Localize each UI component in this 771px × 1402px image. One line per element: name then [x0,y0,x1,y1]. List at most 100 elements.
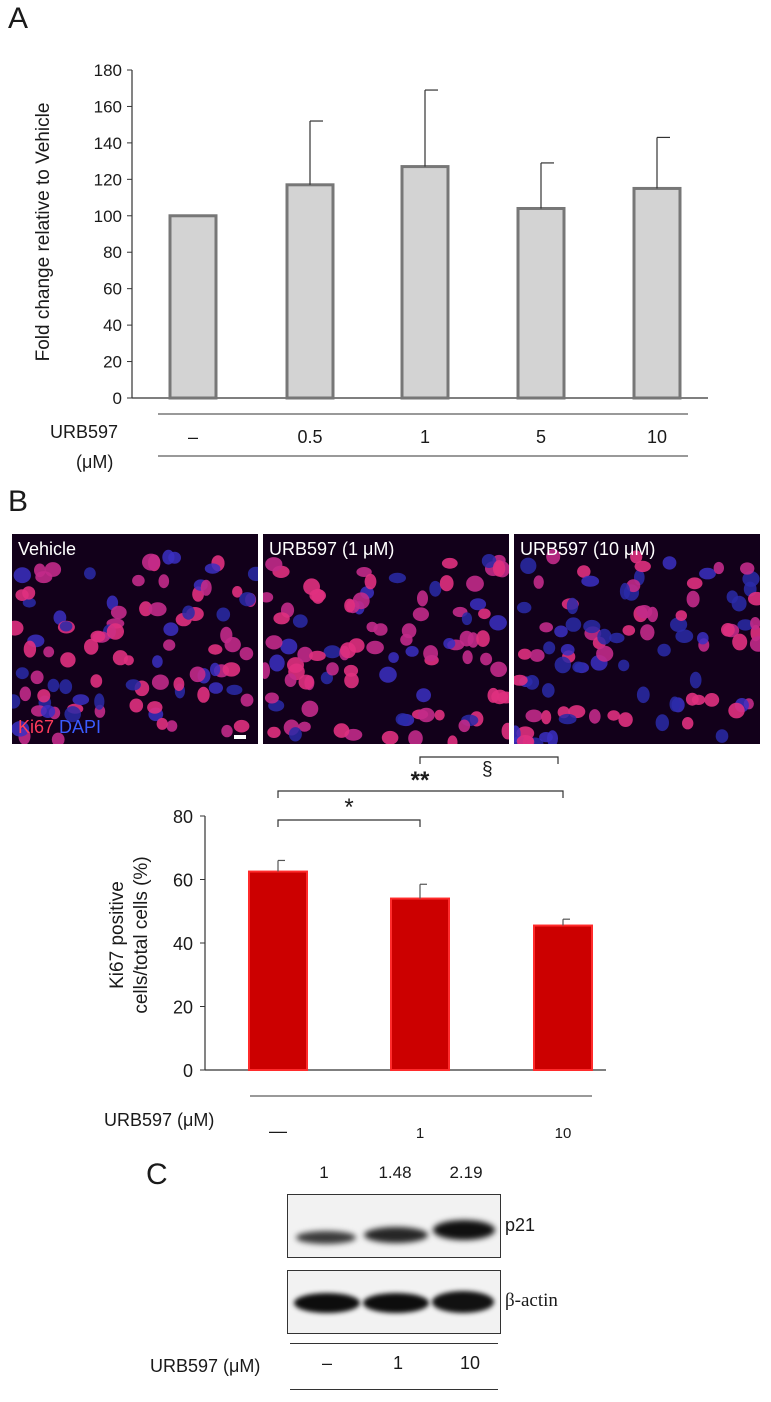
ki67-nucleus [129,698,144,713]
lane-label-3: 10 [459,1353,481,1373]
band-actin-lane1 [294,1293,360,1313]
ki67-nucleus [148,602,167,617]
dapi-nucleus [59,679,73,695]
ki67-nucleus [439,575,454,592]
ki67-nucleus [686,577,703,590]
ki67-nucleus [240,693,254,707]
dapi-nucleus [22,597,36,608]
dapi-nucleus [581,575,600,587]
ki67-nucleus [466,575,484,592]
ki67-nucleus [462,650,473,665]
dapi-nucleus [40,705,56,718]
ki67-nucleus [713,561,724,575]
ki67-nucleus [596,645,614,662]
ki67-nucleus [60,652,76,668]
ki67-nucleus [478,608,491,620]
dapi-nucleus [542,683,555,698]
dapi-nucleus [204,563,221,574]
ki67-nucleus [541,710,552,725]
ki67-nucleus [546,548,561,565]
ki67-nucleus [221,724,233,738]
stain-legend: Ki67 DAPI [18,717,101,738]
dapi-nucleus [12,694,21,709]
ki67-nucleus [30,670,44,685]
ki67-nucleus [501,722,509,740]
dapi-nucleus [323,645,341,659]
ki67-nucleus [297,646,313,663]
dapi-nucleus [53,610,67,625]
lane-label-1: – [321,1353,332,1373]
dapi-nucleus [597,628,612,645]
ki67-nucleus [487,687,500,703]
ki67-nucleus [163,639,176,651]
ki67-nucleus [533,575,544,589]
ki67-nucleus [208,644,223,655]
y-tick-label-a: 100 [94,207,122,226]
ki67-nucleus [19,686,31,702]
dapi-nucleus [715,729,729,743]
ki67-nucleus [222,662,241,677]
ki67-nucleus [514,674,528,686]
ki67-nucleus [408,730,423,744]
ki67-nucleus [476,630,490,647]
significance-label: * [344,794,353,821]
ki67-nucleus [139,601,153,617]
x-tick-label-b: — [269,1121,287,1141]
dapi-nucleus [543,641,556,655]
ki67-nucleus [381,730,399,744]
x-tick-label-b: 1 [416,1125,424,1142]
treatment-label-a: URB597 [50,422,119,442]
dapi-nucleus [689,671,702,689]
dapi-nucleus [560,644,575,656]
ki67-nucleus [344,672,359,689]
dapi-nucleus [609,632,625,644]
micrograph-label-urb-10: URB597 (10 μM) [520,539,656,559]
ki67-nucleus [417,707,435,723]
lane-rule-top [290,1343,498,1344]
ki67-nucleus [344,598,355,613]
bar-b [390,897,450,1071]
ki67-nucleus [366,640,384,655]
significance-label: § [482,759,493,780]
ki67-nucleus [326,662,339,676]
dapi-nucleus [429,580,442,597]
ki67-nucleus [728,702,745,719]
ki67-nucleus [173,677,185,692]
dapi-nucleus [106,595,119,611]
ki67-nucleus [147,701,163,714]
ki67-nucleus [704,693,720,707]
dapi-nucleus [697,632,709,645]
ki67-nucleus [525,709,543,723]
label-actin: β-actin [505,1290,558,1311]
ki67-nucleus [90,674,103,688]
ki67-nucleus [189,666,206,683]
dapi-nucleus [461,612,472,626]
dapi-nucleus [572,661,585,673]
micrograph-urb-1: URB597 (1 μM) [263,534,509,744]
ki67-nucleus [273,612,290,625]
ki67-nucleus [37,689,51,703]
dapi-nucleus [13,567,31,584]
dapi-nucleus [520,557,537,574]
lane-rule-bottom [290,1389,498,1390]
ki67-nucleus [749,636,760,652]
dapi-nucleus [670,617,688,632]
panel-letter-c: C [146,1158,168,1191]
ki67-nucleus [364,573,377,590]
unit-label-a: (μM) [76,452,114,472]
dapi-nucleus [558,713,577,725]
ki67-nucleus [267,726,281,738]
ki67-nucleus [309,589,326,602]
dapi-nucleus [72,694,90,706]
y-tick-label-b: 60 [173,871,193,891]
ki67-nucleus [263,592,274,603]
ki67-nucleus [750,617,760,630]
ki67-nucleus [518,648,532,660]
ki67-nucleus [156,717,168,730]
ki67-nucleus [298,674,314,690]
x-tick-label-a: 1 [420,427,430,447]
ki67-nucleus [721,623,735,637]
ki67-nucleus [626,579,641,593]
y-tick-label-a: 40 [103,316,122,335]
y-tick-label-a: 80 [103,243,122,262]
